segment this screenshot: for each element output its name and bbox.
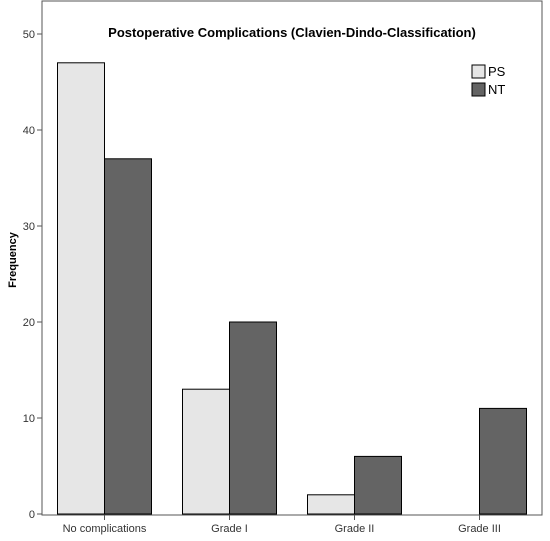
x-tick-label-1: Grade I (211, 523, 248, 535)
legend: PS NT (471, 64, 506, 97)
bar-nt-1 (229, 321, 277, 515)
x-tick-label-3: Grade III (458, 523, 501, 535)
legend-swatch-ps (471, 64, 486, 79)
y-tick-label-50: 50 (23, 29, 35, 41)
y-tick-label-30: 30 (23, 221, 35, 233)
y-tick-label-0: 0 (29, 509, 35, 521)
x-axis: No complications Grade I Grade II Grade III (63, 515, 501, 535)
legend-swatch-nt (471, 82, 486, 97)
bar-nt-0 (104, 158, 152, 515)
bar-nt-3 (479, 407, 527, 515)
bars (57, 62, 527, 515)
chart-title: Postoperative Complications (Clavien-Din… (108, 25, 476, 40)
y-axis-label: Frequency (7, 231, 19, 288)
x-tick-label-0: No complications (63, 523, 147, 535)
y-tick-label-40: 40 (23, 125, 35, 137)
bar-ps-1 (182, 388, 230, 515)
bar-ps-0 (57, 62, 105, 515)
y-axis: 0 10 20 30 40 50 (23, 29, 42, 521)
legend-label-ps: PS (488, 64, 506, 79)
y-tick-label-10: 10 (23, 413, 35, 425)
y-tick-label-20: 20 (23, 317, 35, 329)
bar-ps-2 (307, 494, 355, 515)
legend-label-nt: NT (488, 82, 505, 97)
bar-nt-2 (354, 455, 402, 515)
x-tick-label-2: Grade II (335, 523, 375, 535)
